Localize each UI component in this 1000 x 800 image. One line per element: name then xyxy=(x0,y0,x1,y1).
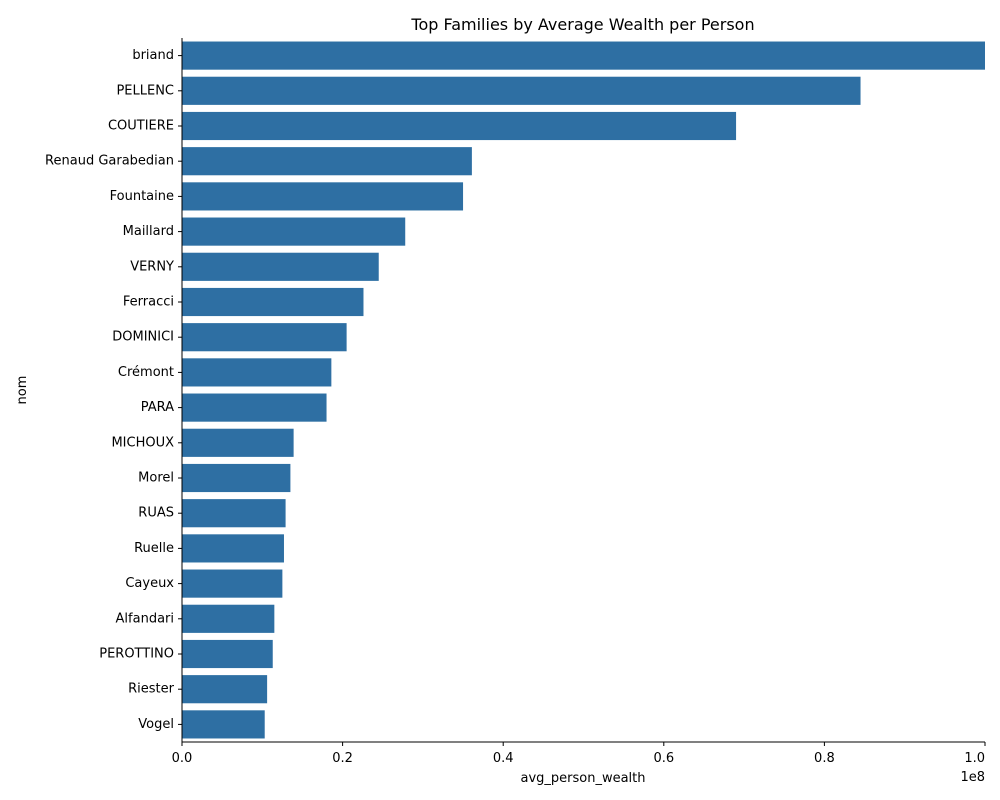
bar xyxy=(182,76,861,105)
y-tick-label: Morel xyxy=(138,471,174,486)
bar xyxy=(182,217,406,246)
bar xyxy=(182,675,268,704)
y-tick-label: Ruelle xyxy=(134,541,174,556)
y-tick-label: VERNY xyxy=(130,259,174,274)
bar xyxy=(182,428,294,457)
y-tick-label: Ferracci xyxy=(123,295,174,310)
bar xyxy=(182,710,265,739)
bar xyxy=(182,639,273,669)
bar xyxy=(182,323,347,352)
y-tick-label: RUAS xyxy=(138,506,174,521)
y-axis-label: nom xyxy=(15,376,30,405)
y-tick-label: Fountaine xyxy=(110,189,174,204)
bar xyxy=(182,604,275,633)
y-tick-label: PELLENC xyxy=(116,83,174,98)
y-tick-label: briand xyxy=(132,48,174,63)
bar xyxy=(182,358,332,387)
y-tick-label: Alfandari xyxy=(116,611,174,626)
y-tick-label: PEROTTINO xyxy=(99,647,174,662)
y-tick-label: Cayeux xyxy=(125,576,174,591)
y-tick-label: Vogel xyxy=(138,717,174,732)
chart-title: Top Families by Average Wealth per Perso… xyxy=(410,15,754,34)
bars-group xyxy=(182,41,985,739)
bar xyxy=(182,569,283,598)
y-tick-label: DOMINICI xyxy=(112,330,174,345)
x-tick-label: 1.0 xyxy=(964,751,985,766)
bar xyxy=(182,393,327,422)
bar xyxy=(182,463,291,493)
x-tick-label: 0.0 xyxy=(172,751,193,766)
y-tick-label: COUTIERE xyxy=(108,119,174,134)
x-axis-ticks: 0.0 0.2 0.4 0.6 0.8 1.0 xyxy=(172,742,986,766)
y-tick-label: PARA xyxy=(141,400,174,415)
bar xyxy=(182,534,284,563)
x-tick-label: 0.8 xyxy=(814,751,835,766)
y-axis-ticks: briand PELLENC COUTIERE Renaud Garabedian Fo… xyxy=(45,48,182,732)
y-tick-label: Maillard xyxy=(123,224,174,239)
x-axis-label: avg_person_wealth xyxy=(520,771,645,786)
bar xyxy=(182,41,985,70)
bar xyxy=(182,287,364,317)
y-tick-label: MICHOUX xyxy=(111,435,174,450)
x-tick-label: 0.6 xyxy=(653,751,674,766)
x-tick-label: 0.2 xyxy=(332,751,353,766)
y-tick-label: Riester xyxy=(128,682,175,697)
bar xyxy=(182,182,464,211)
bar xyxy=(182,111,737,141)
bar xyxy=(182,147,472,176)
y-tick-label: Crémont xyxy=(118,365,174,380)
bar xyxy=(182,252,379,281)
y-tick-label: Renaud Garabedian xyxy=(45,154,174,169)
x-axis-scale-label: 1e8 xyxy=(960,770,985,785)
x-tick-label: 0.4 xyxy=(493,751,514,766)
bar xyxy=(182,499,286,528)
